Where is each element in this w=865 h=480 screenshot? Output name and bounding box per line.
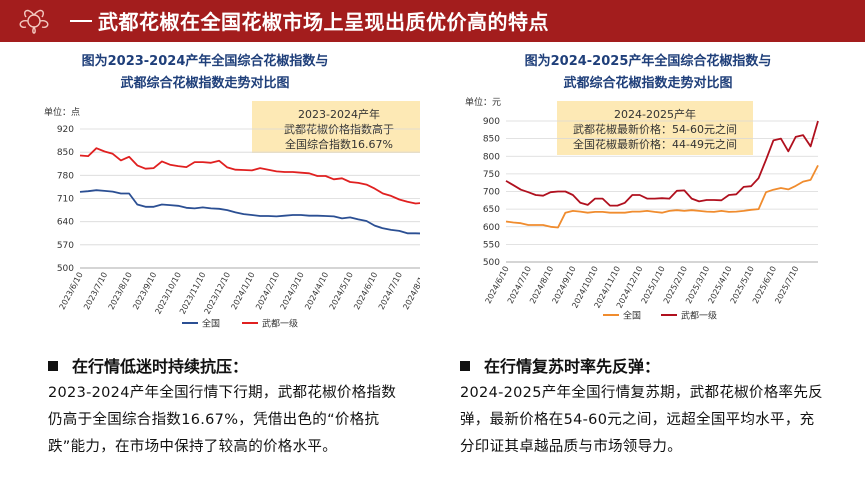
left-paragraph: 2023-2024产年全国行情下行期，武都花椒价格指数 仍高于全国综合指数16.… xyxy=(48,380,438,461)
right-unit-label: 单位：元 xyxy=(465,96,501,108)
y-tick-label: 710 xyxy=(57,195,74,205)
y-tick-label: 500 xyxy=(57,264,74,274)
x-tick-label: 2024/2/10 xyxy=(254,271,281,311)
y-tick-label: 650 xyxy=(483,205,500,215)
page-title: 武都花椒在全国花椒市场上呈现出质优价高的特点 xyxy=(98,10,549,34)
x-tick-label: 2023/12/10 xyxy=(203,271,233,316)
y-tick-label: 920 xyxy=(57,125,74,135)
left-chart-title-line1: 图为2023-2024产年全国综合花椒指数与 xyxy=(81,54,329,69)
pepper-flower-logo xyxy=(19,9,49,34)
series-line xyxy=(505,164,819,229)
right-bullet-heading: 在行情复苏时率先反弹： xyxy=(460,353,660,377)
x-tick-label: 2024/8/10 xyxy=(401,271,420,311)
bullet-square-icon xyxy=(48,360,58,371)
right-annotation-line2: 武都花椒最新价格：54-60元之间 xyxy=(573,122,737,136)
y-tick-label: 550 xyxy=(483,240,500,250)
series-line xyxy=(79,147,420,205)
legend-label: 武都一级 xyxy=(681,310,717,322)
right-annotation-line1: 2024-2025产年 xyxy=(614,107,696,121)
left-paragraph-line: 仍高于全国综合指数16.67%，凭借出色的“价格抗 xyxy=(48,412,380,428)
x-tick-label: 2024/7/10 xyxy=(377,271,404,311)
y-tick-label: 700 xyxy=(483,188,500,198)
header-banner: 武都花椒在全国花椒市场上呈现出质优价高的特点 xyxy=(0,0,865,42)
right-chart-title-line2: 武都综合花椒指数走势对比图 xyxy=(563,76,733,91)
left-paragraph-line: 2023-2024产年全国行情下行期，武都花椒价格指数 xyxy=(48,385,397,401)
left-bullet-heading-text: 在行情低迷时持续抗压： xyxy=(72,357,249,376)
right-annotation-line3: 全国花椒最新价格：44-49元之间 xyxy=(573,137,737,151)
x-tick-label: 2025/7/10 xyxy=(773,265,800,305)
y-tick-label: 850 xyxy=(57,148,74,158)
y-tick-label: 600 xyxy=(483,223,500,233)
x-tick-label: 2023/6/10 xyxy=(58,271,85,311)
x-tick-label: 2024/6/10 xyxy=(352,271,379,311)
right-paragraph: 2024-2025产年全国行情复苏期，武都花椒价格率先反 弹，最新价格在54-6… xyxy=(460,380,860,461)
y-tick-label: 900 xyxy=(483,117,500,127)
x-tick-label: 2024/3/10 xyxy=(279,271,306,311)
left-unit-label: 单位：点 xyxy=(44,106,80,118)
left-paragraph-line: 跌”能力，在市场中保持了较高的价格水平。 xyxy=(48,439,338,455)
left-chart-title-line2: 武都综合花椒指数走势对比图 xyxy=(120,76,290,91)
legend-label: 全国 xyxy=(623,310,641,322)
y-tick-label: 850 xyxy=(483,135,500,145)
y-tick-label: 750 xyxy=(483,170,500,180)
right-paragraph-line: 分印证其卓越品质与市场领导力。 xyxy=(460,439,682,455)
legend-label: 全国 xyxy=(202,318,220,330)
series-line xyxy=(79,189,420,235)
right-paragraph-line: 2024-2025产年全国行情复苏期，武都花椒价格率先反 xyxy=(460,385,823,401)
x-tick-label: 2024/1/10 xyxy=(229,271,256,311)
y-tick-label: 500 xyxy=(483,258,500,268)
x-tick-label: 2023/7/10 xyxy=(82,271,109,311)
right-paragraph-line: 弹，最新价格在54-60元之间，远超全国平均水平，充 xyxy=(460,412,815,428)
x-tick-label: 2024/5/10 xyxy=(328,271,355,311)
right-annotation-box xyxy=(557,101,753,155)
y-tick-label: 780 xyxy=(57,171,74,181)
right-bullet-heading-text: 在行情复苏时率先反弹： xyxy=(484,357,661,376)
left-annotation-line3: 全国综合指数16.67% xyxy=(285,137,393,151)
x-tick-label: 2023/9/10 xyxy=(131,271,158,311)
right-chart-title-line1: 图为2024-2025产年全国综合花椒指数与 xyxy=(524,54,772,69)
legend-label: 武都一级 xyxy=(262,318,298,330)
title-dash xyxy=(70,20,92,22)
y-tick-label: 570 xyxy=(57,241,74,251)
y-tick-label: 800 xyxy=(483,152,500,162)
left-annotation-line1: 2023-2024产年 xyxy=(298,107,380,121)
left-bullet-heading: 在行情低迷时持续抗压： xyxy=(48,353,248,377)
left-annotation-box xyxy=(252,101,420,153)
left-line-chart: 单位：点 2023-2024产年 武都花椒价格指数高于 全国综合指数16.67%… xyxy=(44,101,420,330)
right-line-chart: 单位：元 2024-2025产年 武都花椒最新价格：54-60元之间 全国花椒最… xyxy=(465,96,819,322)
y-tick-label: 640 xyxy=(57,218,74,228)
series-line xyxy=(505,120,819,207)
bullet-square-icon xyxy=(460,360,470,371)
x-tick-label: 2023/8/10 xyxy=(107,271,134,311)
x-tick-label: 2024/4/10 xyxy=(303,271,330,311)
